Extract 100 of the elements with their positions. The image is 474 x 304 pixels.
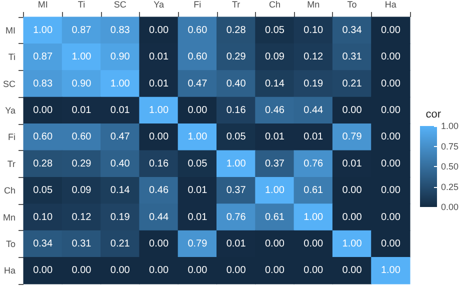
data-label: 0.10 [33, 212, 53, 223]
data-label: 0.01 [188, 212, 208, 223]
data-label: 0.31 [72, 238, 92, 250]
data-label: 0.76 [226, 212, 246, 223]
data-label: 0.00 [110, 265, 130, 276]
data-label: 0.01 [149, 78, 169, 90]
data-label: 0.14 [264, 78, 285, 90]
data-label: 0.01 [149, 52, 169, 63]
data-label: 0.00 [149, 132, 169, 143]
color-bar-title: cor [426, 108, 442, 120]
data-label: 0.00 [226, 265, 246, 276]
data-label: 1.00 [304, 212, 324, 223]
data-label: 0.14 [110, 185, 130, 196]
data-label: 0.47 [188, 78, 208, 90]
data-label: 0.00 [149, 265, 169, 276]
data-label: 0.44 [304, 104, 324, 116]
data-label: 0.00 [149, 24, 169, 36]
data-label: 0.79 [188, 238, 208, 250]
data-label: 0.90 [110, 52, 130, 63]
data-label: 0.60 [188, 24, 208, 36]
data-label: 0.00 [188, 265, 208, 276]
data-label: 0.34 [342, 24, 362, 36]
data-label: 0.00 [380, 158, 401, 170]
data-label: 0.00 [304, 238, 324, 250]
data-label: 0.29 [72, 158, 92, 170]
data-label: 0.00 [33, 104, 53, 116]
data-label: 0.00 [380, 78, 401, 90]
data-label: 1.00 [264, 185, 285, 196]
data-label: 0.37 [264, 158, 285, 170]
data-label: 0.60 [188, 52, 208, 63]
color-bar-label: 0.25 [441, 182, 459, 192]
x-tick-label: To [347, 0, 357, 10]
data-label: 1.00 [72, 52, 92, 63]
data-label: 1.00 [342, 238, 362, 250]
data-label: 0.00 [380, 132, 401, 143]
data-label: 0.79 [342, 132, 362, 143]
data-label: 0.87 [33, 52, 53, 63]
y-tick-label: Fi [8, 132, 16, 142]
y-tick-label: Ya [5, 105, 16, 116]
data-label: 0.40 [226, 78, 246, 90]
data-label: 0.60 [33, 132, 53, 143]
y-tick-label: Mn [2, 212, 16, 222]
data-label: 0.83 [110, 24, 130, 36]
data-label: 1.00 [380, 265, 401, 276]
x-tick-label: Mn [307, 0, 320, 10]
y-tick-label: Ch [4, 186, 16, 196]
data-label: 0.00 [380, 52, 401, 63]
data-label: 0.00 [33, 265, 53, 276]
data-label: 0.31 [342, 52, 362, 63]
x-tick-label: Ti [78, 0, 86, 10]
data-label: 0.01 [72, 104, 92, 116]
data-label: 0.16 [149, 158, 169, 170]
data-label: 0.00 [342, 212, 362, 223]
color-bar-label: 0.00 [441, 202, 459, 212]
y-tick-label: Tr [7, 158, 16, 169]
data-label: 1.00 [226, 158, 246, 170]
color-bar-label: 0.50 [441, 162, 459, 172]
data-label: 1.00 [149, 104, 169, 116]
data-label: 0.09 [264, 52, 285, 63]
data-label: 0.47 [110, 132, 130, 143]
data-label: 0.37 [226, 185, 246, 196]
data-label: 0.21 [342, 78, 362, 90]
data-label: 0.40 [110, 158, 130, 170]
data-label: 0.00 [264, 265, 285, 276]
data-label: 0.05 [226, 132, 246, 143]
data-label: 0.16 [226, 104, 246, 116]
x-tick-label: Ha [384, 0, 396, 10]
data-label: 0.61 [264, 212, 285, 223]
y-tick-label: SC [2, 78, 16, 89]
data-label: 0.01 [110, 104, 130, 116]
data-label: 0.05 [188, 158, 208, 170]
data-label: 0.29 [226, 52, 246, 63]
y-tick-label: MI [6, 25, 16, 36]
y-tick-label: Ha [4, 266, 16, 276]
data-label: 0.61 [304, 185, 324, 196]
y-tick-label: To [6, 238, 16, 249]
x-tick-label: Fi [194, 0, 202, 10]
data-label: 0.00 [304, 265, 324, 276]
data-label: 0.00 [342, 265, 362, 276]
x-tick-label: MI [38, 0, 48, 10]
y-tick-label: Ti [8, 52, 16, 62]
data-label: 0.00 [380, 185, 401, 196]
x-tick-label: Ya [154, 0, 164, 10]
data-label: 1.00 [188, 132, 208, 143]
data-label: 0.00 [188, 104, 208, 116]
data-label: 0.00 [342, 185, 362, 196]
data-label: 0.01 [188, 185, 208, 196]
data-label: 0.44 [149, 212, 169, 223]
data-label: 0.00 [149, 238, 169, 250]
data-label: 0.87 [72, 24, 92, 36]
data-label: 0.76 [304, 158, 324, 170]
data-label: 0.10 [304, 24, 324, 36]
color-bar-label: 1.00 [441, 121, 459, 131]
data-label: 0.00 [72, 265, 92, 276]
x-tick-label: SC [114, 0, 127, 10]
data-label: 0.12 [304, 52, 324, 63]
data-label: 0.21 [110, 238, 130, 250]
data-label: 0.46 [149, 185, 169, 196]
data-label: 0.12 [72, 212, 92, 223]
data-label: 0.19 [304, 78, 324, 90]
